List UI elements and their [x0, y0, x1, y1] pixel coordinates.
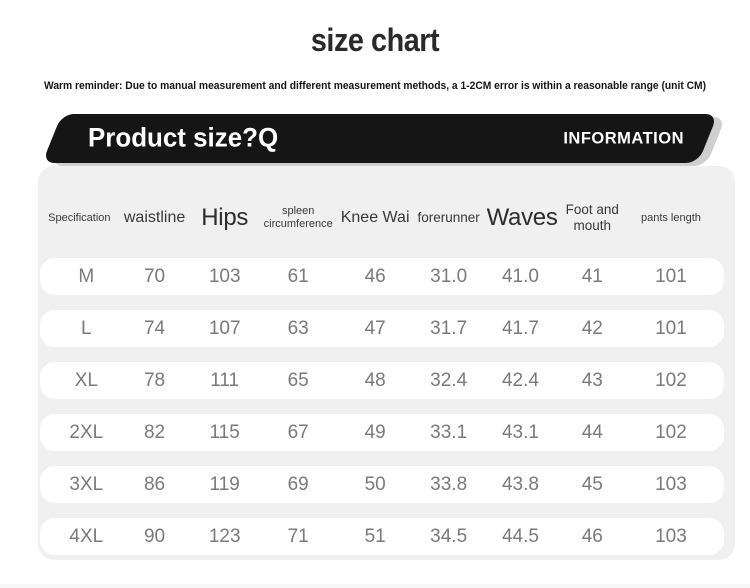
column-header-foot-and-mouth: Foot and mouth [565, 202, 619, 233]
size-value: 47 [364, 317, 386, 339]
size-value: 46 [364, 265, 386, 287]
bottom-divider [0, 584, 750, 588]
size-value: 67 [287, 421, 309, 443]
table-row: M 70 103 61 46 31.0 41.0 41 101 [40, 258, 724, 295]
size-value: 103 [208, 265, 241, 287]
column-header-spleen-circumference: spleen circumference [263, 205, 333, 230]
column-header-waves: Waves [486, 203, 558, 231]
size-value: 103 [655, 473, 687, 495]
column-header-knee-wai: Knee Wai [340, 208, 410, 226]
size-value: 101 [655, 317, 687, 339]
size-value: 41 [581, 265, 603, 287]
size-value: 41.7 [501, 317, 539, 339]
size-value: 43.8 [501, 473, 539, 495]
size-value: 43 [581, 369, 603, 391]
column-header-waistline: waistline [123, 208, 186, 226]
size-value: 86 [143, 473, 166, 495]
size-label: 2XL [69, 421, 104, 443]
size-value: 103 [655, 525, 687, 547]
size-value: 50 [364, 473, 386, 495]
size-label: XL [74, 369, 98, 391]
size-value: 115 [209, 421, 240, 443]
size-value: 107 [208, 317, 241, 339]
size-value: 45 [581, 473, 603, 495]
size-value: 102 [655, 369, 687, 391]
size-value: 65 [287, 369, 309, 391]
size-value: 33.8 [430, 473, 468, 495]
size-value: 31.0 [430, 265, 468, 287]
column-header-hips: Hips [201, 203, 249, 231]
size-value: 48 [364, 369, 386, 391]
size-value: 33.1 [430, 421, 468, 443]
warm-reminder-text: Warm reminder: Due to manual measurement… [44, 80, 706, 92]
size-value: 70 [143, 265, 166, 287]
size-value: 51 [364, 525, 386, 547]
table-row: 3XL 86 119 69 50 33.8 43.8 45 103 [40, 466, 724, 503]
size-value: 42 [581, 317, 603, 339]
size-value: 74 [143, 317, 166, 339]
banner-right-label: INFORMATION [563, 129, 684, 147]
size-value: 71 [287, 525, 309, 547]
size-value: 44.5 [501, 525, 539, 547]
size-value: 32.4 [430, 369, 468, 391]
size-label: L [81, 317, 92, 339]
size-value: 102 [655, 421, 687, 443]
size-value: 111 [210, 369, 240, 391]
banner-left-label: Product size?Q [88, 122, 279, 153]
column-header-forerunner: forerunner [417, 210, 480, 226]
size-label: 4XL [69, 525, 104, 547]
product-size-banner: Product size?Q INFORMATION [42, 114, 726, 166]
table-row: XL 78 111 65 48 32.4 42.4 43 102 [40, 362, 724, 399]
page-title: size chart [310, 22, 440, 58]
table-row: 4XL 90 123 71 51 34.5 44.5 46 103 [40, 518, 724, 555]
column-header-specification: Specification [48, 211, 111, 224]
size-table-card: Specification waistline Hips spleen circumf… [38, 166, 735, 560]
table-row: L 74 107 63 47 31.7 41.7 42 101 [40, 310, 724, 347]
size-value: 31.7 [430, 317, 468, 339]
size-value: 82 [143, 421, 166, 443]
size-value: 43.1 [501, 421, 539, 443]
size-value: 69 [287, 473, 309, 495]
size-label: M [78, 265, 95, 287]
size-value: 78 [143, 369, 166, 391]
size-value: 49 [364, 421, 386, 443]
column-header-pants-length: pants length [640, 211, 701, 224]
size-value: 63 [287, 317, 309, 339]
table-row: 2XL 82 115 67 49 33.1 43.1 44 102 [40, 414, 724, 451]
size-value: 123 [208, 525, 241, 547]
size-table-header-row: Specification waistline Hips spleen circumf… [40, 186, 724, 250]
size-value: 61 [287, 265, 309, 287]
size-value: 46 [581, 525, 603, 547]
size-value: 34.5 [430, 525, 468, 547]
size-value: 90 [143, 525, 166, 547]
size-value: 42.4 [501, 369, 539, 391]
size-label: 3XL [69, 473, 104, 495]
size-value: 41.0 [501, 265, 539, 287]
size-value: 101 [655, 265, 687, 287]
size-value: 44 [581, 421, 603, 443]
size-value: 119 [209, 473, 240, 495]
size-table-body: M 70 103 61 46 31.0 41.0 41 101 L 74 107 63 47 31.7 41.… [40, 258, 724, 570]
